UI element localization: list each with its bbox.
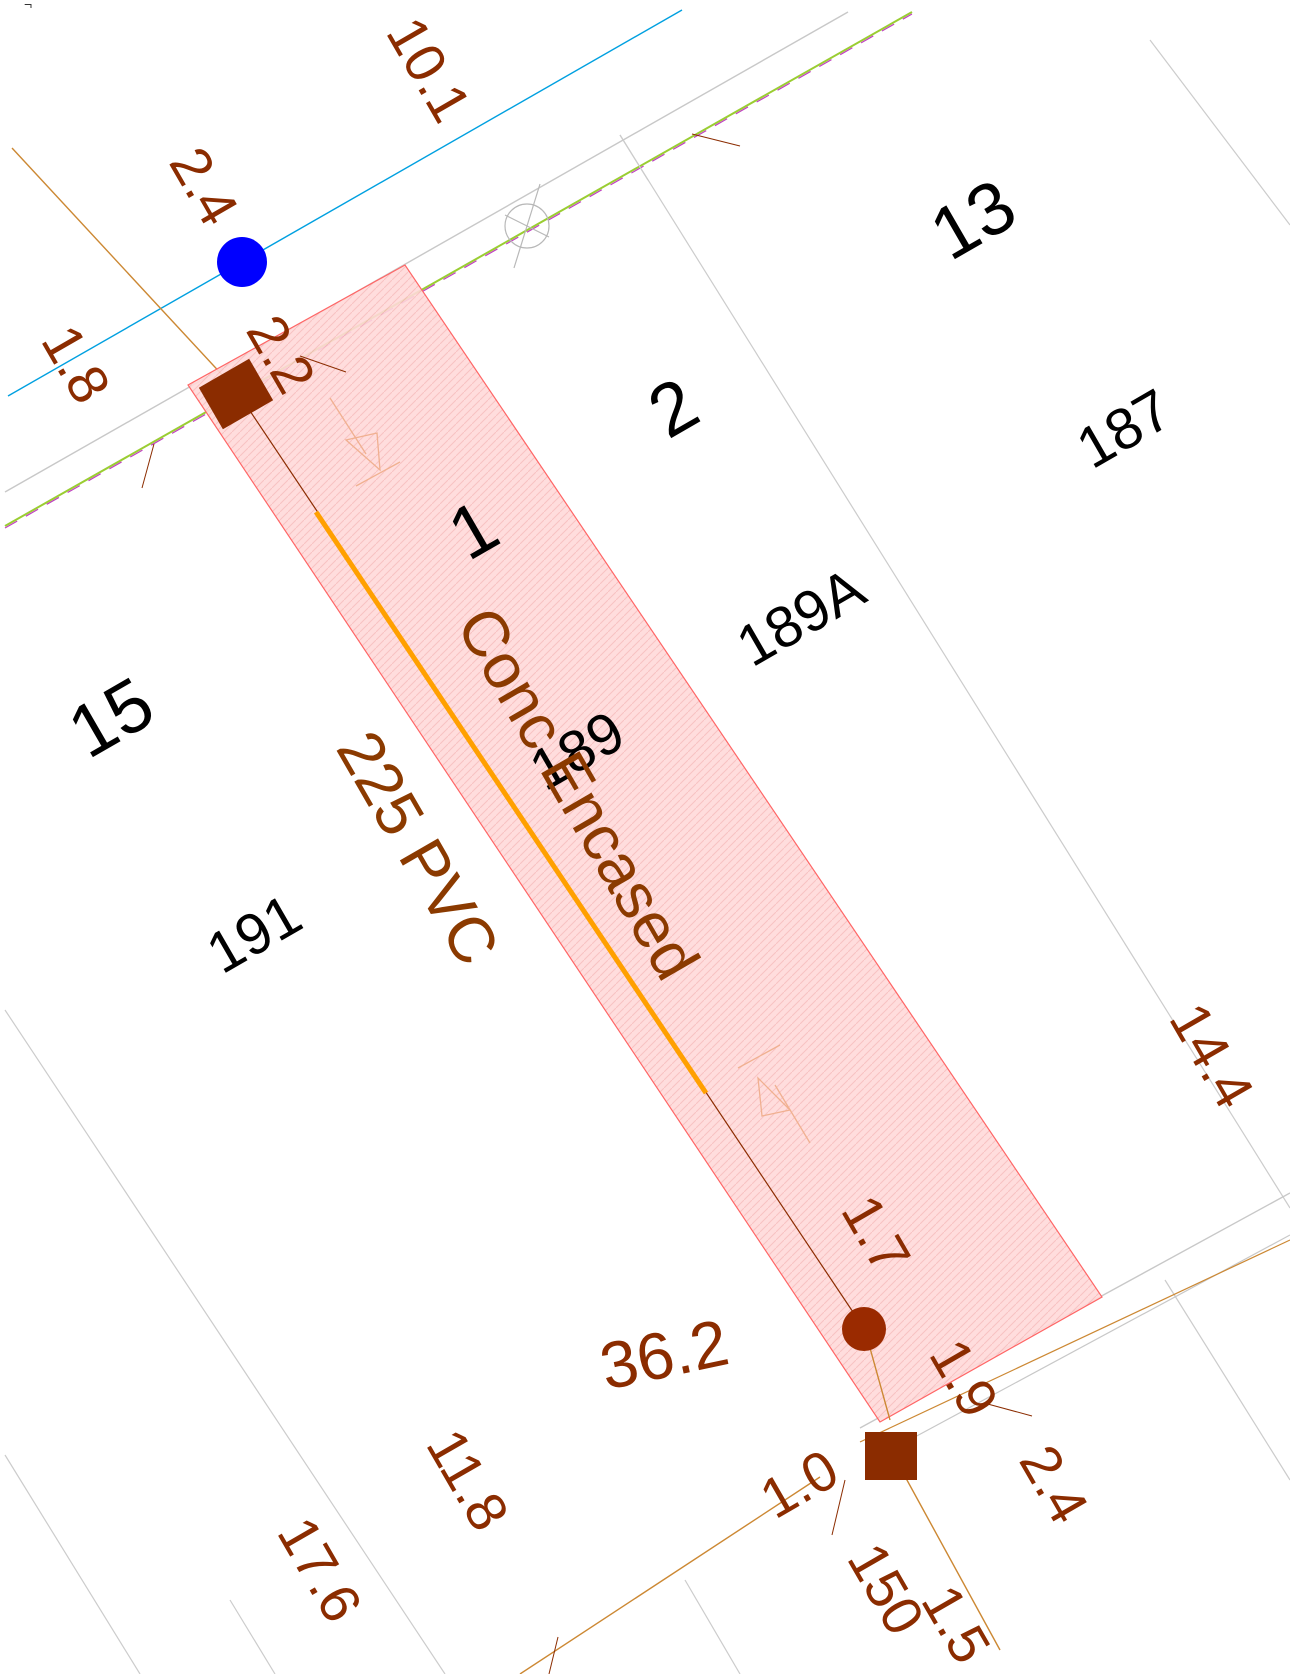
square-manhole-icon[interactable] <box>865 1432 917 1480</box>
dimension-36-2: 36.2 <box>594 1305 735 1404</box>
dimension-17-6: 17.6 <box>266 1507 375 1633</box>
address-187: 187 <box>1066 377 1182 482</box>
road-reserve-upper <box>4 11 913 529</box>
dimension-10-1: 10.1 <box>375 7 484 133</box>
round-junction-icon[interactable] <box>842 1307 886 1351</box>
sewer-lateral-upper[interactable] <box>11 147 239 393</box>
property-lines <box>4 39 1290 1674</box>
concrete-encasement-line[interactable] <box>313 510 709 1095</box>
sewer-outlet-lower <box>895 1459 1001 1651</box>
easement-zone[interactable] <box>187 264 1103 1423</box>
lot-number-15: 15 <box>55 661 168 774</box>
dimension-1-8: 1.8 <box>30 315 123 414</box>
boundary-ticks <box>141 133 1033 1674</box>
lot-number-2: 2 <box>635 361 712 453</box>
lot-number-13: 13 <box>917 163 1030 276</box>
blue-valve-icon[interactable] <box>217 237 267 287</box>
dimension-14-4: 14.4 <box>1158 993 1267 1119</box>
square-manhole-icon[interactable] <box>198 358 274 430</box>
dimension-1-0: 1.0 <box>750 1437 849 1530</box>
corner-mark: ¬ <box>24 0 33 12</box>
flow-arrow-icon <box>737 1044 811 1144</box>
dimension-11-8: 11.8 <box>415 1419 522 1541</box>
dimension-2-4-bottom: 2.4 <box>1008 1435 1101 1534</box>
dimension-150: 150 <box>836 1533 937 1645</box>
address-191: 191 <box>196 882 312 987</box>
dimension-2-4-top: 2.4 <box>158 137 251 236</box>
water-main-line[interactable] <box>7 9 683 397</box>
flow-arrow-icon <box>329 397 401 487</box>
address-189A: 189A <box>726 555 876 679</box>
crossed-circle-hydrant-icon[interactable] <box>504 183 550 269</box>
